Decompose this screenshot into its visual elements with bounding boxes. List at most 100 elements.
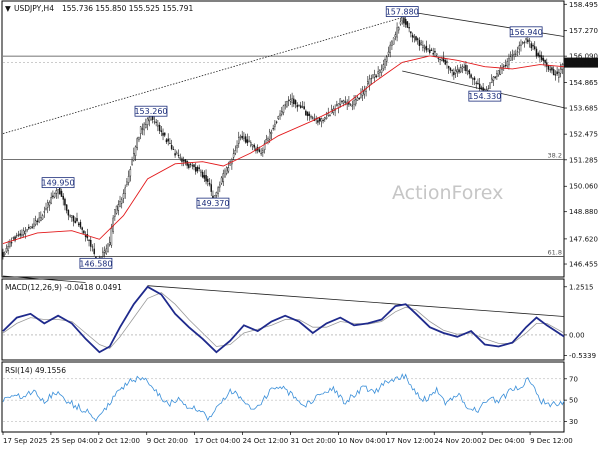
last-price-badge bbox=[564, 57, 598, 68]
x-tick-label: 17 Nov 12:00 bbox=[386, 437, 433, 445]
candle-body bbox=[268, 131, 271, 140]
candle-body bbox=[107, 243, 109, 252]
price-level-label: 146.580 bbox=[79, 257, 112, 269]
candle-body bbox=[67, 210, 70, 216]
rsi-pane bbox=[1, 361, 565, 433]
candle-body bbox=[293, 98, 295, 105]
candle-body bbox=[296, 104, 299, 108]
y-tick-label: 153.685 bbox=[569, 105, 598, 113]
candle-body bbox=[110, 227, 113, 246]
candle-body bbox=[523, 41, 526, 44]
price-level-label: 156.940 bbox=[509, 26, 543, 38]
candle-body bbox=[372, 74, 374, 78]
chart-header: ▼ USDJPY,H4 155.736 155.850 155.525 155.… bbox=[5, 4, 193, 13]
candle-body bbox=[200, 170, 202, 173]
candle-body bbox=[482, 87, 484, 91]
candle-body bbox=[201, 171, 204, 178]
candle-body bbox=[31, 226, 34, 228]
candle-body bbox=[396, 27, 398, 38]
x-tick-label: 17 Oct 04:00 bbox=[195, 437, 241, 445]
candle-body bbox=[528, 40, 531, 42]
candle-body bbox=[153, 121, 156, 123]
rsi-y-tick-label: 50 bbox=[569, 397, 578, 405]
candle-body bbox=[112, 217, 114, 232]
candle-body bbox=[432, 52, 434, 55]
candle-body bbox=[129, 169, 132, 177]
candle-body bbox=[103, 250, 106, 253]
candle-body bbox=[10, 242, 13, 244]
candle-body bbox=[224, 170, 226, 178]
candle-body bbox=[203, 175, 206, 179]
candle-body bbox=[420, 42, 422, 45]
rsi-line bbox=[2, 373, 565, 422]
candle-body bbox=[310, 116, 312, 118]
candle-body bbox=[117, 204, 120, 211]
x-tick-label: 9 Oct 20:00 bbox=[147, 437, 188, 445]
candle-body bbox=[465, 64, 467, 72]
symbol-dropdown-icon[interactable]: ▼ bbox=[5, 4, 11, 13]
candle-body bbox=[308, 113, 311, 116]
candle-body bbox=[215, 192, 218, 196]
candle-body bbox=[317, 120, 319, 123]
candle-body bbox=[141, 128, 144, 130]
candle-body bbox=[167, 138, 169, 142]
candle-body bbox=[401, 16, 403, 22]
candle-body bbox=[544, 59, 546, 64]
candle-body bbox=[408, 27, 410, 29]
candle-body bbox=[220, 177, 223, 184]
candle-body bbox=[164, 132, 166, 136]
candle-body bbox=[74, 220, 77, 224]
candle-body bbox=[208, 182, 211, 185]
candle-body bbox=[558, 72, 560, 78]
candle-body bbox=[530, 43, 533, 49]
macd-pane bbox=[1, 278, 565, 361]
macd-y-tick-label: 1.2515 bbox=[569, 283, 594, 291]
candle-body bbox=[43, 211, 46, 213]
candle-body bbox=[281, 111, 283, 115]
candle-body bbox=[453, 72, 455, 76]
candle-body bbox=[124, 187, 126, 194]
candle-body bbox=[207, 178, 209, 182]
price-level-text: 146.580 bbox=[79, 259, 112, 268]
candle-body bbox=[472, 78, 474, 80]
candle-body bbox=[72, 216, 75, 222]
price-pane bbox=[1, 0, 565, 278]
candle-body bbox=[375, 75, 378, 77]
candle-body bbox=[119, 201, 121, 207]
macd-title: MACD(12,26,9) -0.0418 0.0491 bbox=[5, 283, 122, 292]
candle-body bbox=[272, 128, 274, 130]
candle-body bbox=[9, 242, 11, 247]
last-price-label: 155.791 bbox=[567, 60, 596, 68]
candle-body bbox=[55, 190, 58, 194]
moving-average-line bbox=[2, 55, 565, 245]
price-level-box bbox=[385, 6, 419, 17]
candle-body bbox=[540, 55, 543, 60]
candle-body bbox=[525, 38, 527, 40]
rsi-title: RSI(14) 49.1556 bbox=[5, 366, 66, 375]
candle-body bbox=[418, 40, 421, 46]
candle-body bbox=[542, 58, 545, 62]
candle-body bbox=[253, 144, 255, 148]
candle-body bbox=[527, 39, 529, 43]
candle-body bbox=[360, 93, 362, 98]
candle-body bbox=[458, 69, 460, 73]
candle-body bbox=[533, 46, 536, 50]
candle-body bbox=[57, 189, 59, 194]
x-tick-label: 24 Nov 20:00 bbox=[434, 437, 481, 445]
macd-y-tick-label: -0.5339 bbox=[569, 352, 596, 360]
candle-body bbox=[284, 104, 286, 106]
candle-body bbox=[239, 135, 242, 138]
candle-body bbox=[232, 153, 235, 158]
x-tick-label: 9 Dec 12:00 bbox=[530, 437, 573, 445]
candle-body bbox=[134, 146, 137, 156]
candle-body bbox=[102, 251, 104, 257]
x-tick-label: 10 Nov 04:00 bbox=[338, 437, 385, 445]
candle-body bbox=[325, 116, 328, 119]
candle-body bbox=[406, 21, 409, 28]
price-level-box bbox=[509, 26, 543, 38]
candle-body bbox=[41, 215, 44, 220]
y-tick-label: 147.620 bbox=[569, 235, 598, 243]
candle-body bbox=[174, 153, 176, 156]
candle-body bbox=[33, 223, 35, 227]
